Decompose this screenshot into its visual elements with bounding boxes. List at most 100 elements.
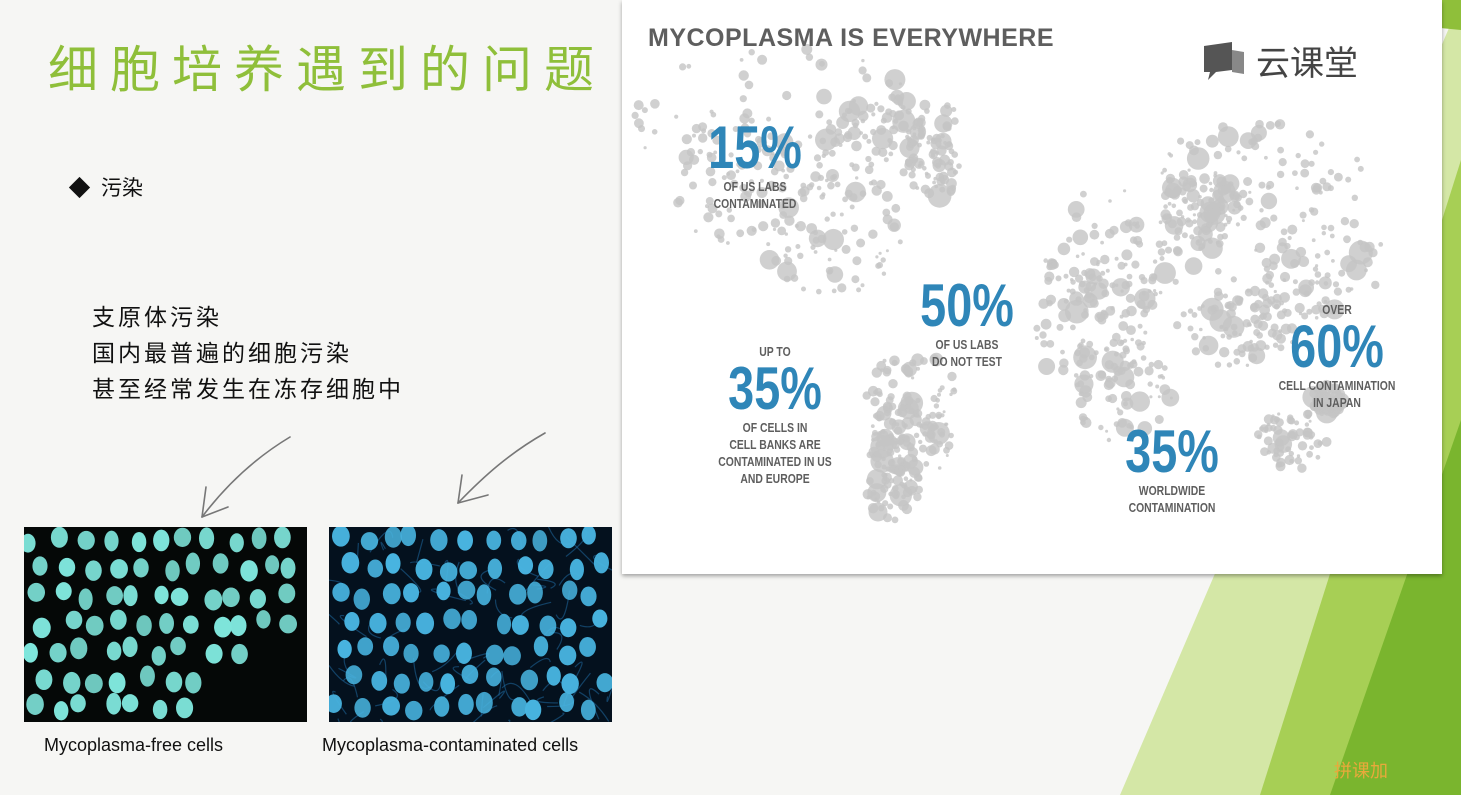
cell-nucleus [560,618,577,638]
cell-nucleus [382,583,401,605]
map-dot [705,197,714,205]
cell-nucleus [106,692,122,715]
map-dot [932,180,936,185]
cell-nucleus [458,693,474,715]
map-dot [822,228,844,251]
map-dot [1327,185,1334,192]
map-dot [1371,280,1380,290]
map-dot [1253,133,1263,143]
map-dot [904,158,913,167]
map-dot [1268,282,1275,288]
cytoplasm-fiber [480,569,497,591]
map-dot [1338,269,1346,277]
map-dot [827,257,832,262]
map-dot [1209,187,1214,193]
map-dot [1270,214,1278,222]
map-dot [1043,258,1048,263]
cell-nucleus [84,673,103,694]
cytoplasm-fiber [536,696,558,704]
map-dot [1272,453,1281,462]
map-dot [1298,256,1310,267]
map-dot [935,397,940,403]
map-dot [928,149,938,160]
map-dot [919,444,927,453]
cell-nucleus [222,587,240,608]
map-dot [1321,231,1326,236]
cell-nucleus [461,610,478,630]
map-dot [1072,229,1089,246]
map-dot [1143,330,1148,335]
cell-nucleus [532,529,548,552]
map-dot [783,253,788,258]
map-dot [1059,358,1069,368]
map-dot [1295,186,1299,190]
cell-nucleus [385,553,401,574]
map-dot [937,392,941,397]
map-dot [756,199,765,209]
map-dot [705,204,709,209]
cell-nucleus [165,671,183,693]
cell-nucleus [185,552,201,575]
stat-prefix: UP TO [759,344,791,359]
cell-nucleus [457,530,474,551]
map-dot [882,367,892,377]
cell-nucleus [24,533,36,553]
cell-nucleus [403,643,419,664]
map-dot [1249,339,1253,344]
map-dot [926,140,931,145]
map-dot [867,483,887,503]
map-dot [1230,276,1237,283]
cell-nucleus [214,616,232,638]
map-dot [886,448,895,457]
map-dot [1173,247,1183,257]
cytoplasm-fiber [494,599,513,619]
cell-nucleus [496,613,512,635]
map-dot [1248,190,1252,194]
map-dot [931,137,935,142]
cell-nucleus [154,585,169,605]
map-dot [1153,289,1157,293]
cell-nucleus [538,559,554,580]
map-dot [875,262,882,269]
map-dot [888,460,894,467]
map-dot [917,142,922,148]
map-dot [834,181,841,188]
cytoplasm-fiber [339,614,367,638]
cell-nucleus [170,636,186,656]
map-dot [1148,361,1155,368]
map-dot [769,153,778,162]
map-dot [821,153,826,158]
cell-nucleus [357,637,374,656]
map-dot [1225,215,1233,223]
map-dot [1110,306,1115,311]
map-dot [1060,349,1065,355]
map-dot [816,185,822,191]
map-dot [693,229,698,234]
map-dot [866,103,876,113]
map-dot [795,221,806,232]
map-dot [1161,388,1180,407]
map-dot [766,180,777,191]
cell-nucleus [182,615,199,634]
map-dot [868,502,888,522]
map-dot [1270,323,1279,332]
map-dot [1192,219,1198,225]
map-dot [779,146,789,156]
map-dot [838,100,861,123]
cytoplasm-fiber [400,568,422,593]
cell-nucleus [205,643,223,664]
map-dot [862,391,871,400]
map-dot [1286,323,1298,334]
cell-nucleus [439,562,458,582]
map-dot [1081,252,1085,256]
map-dot [884,69,906,91]
map-dot [1280,228,1288,236]
map-dot [1274,119,1286,130]
map-dot [1100,270,1106,276]
map-dot [1290,340,1295,345]
mycoplasma-free-cells-image [24,527,307,722]
map-dot [1180,215,1185,219]
map-dot [1055,275,1062,282]
map-dot [1084,268,1096,280]
map-dot [865,155,872,163]
